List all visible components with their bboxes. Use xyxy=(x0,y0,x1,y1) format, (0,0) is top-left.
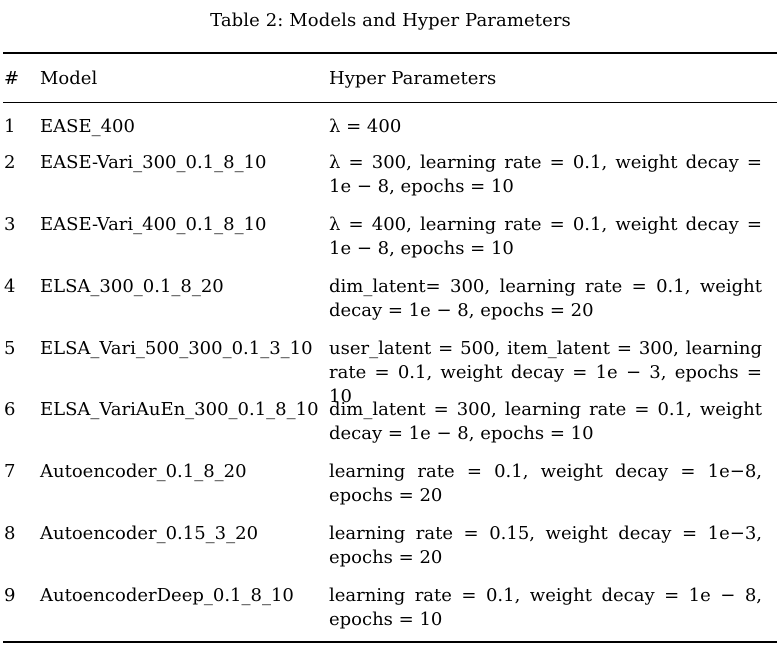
header-number: # xyxy=(4,68,20,89)
row-model: ELSA_300_0.1_8_20 xyxy=(40,276,224,297)
row-number: 9 xyxy=(4,585,16,606)
row-hyper-parameters: λ = 400 xyxy=(329,116,402,137)
row-hyper-parameters: learning rate = 0.15, weight decay = 1e−… xyxy=(329,523,762,568)
row-hyper-parameters: dim_latent= 300, learning rate = 0.1, we… xyxy=(329,276,762,321)
table-caption: Table 2: Models and Hyper Parameters xyxy=(210,10,571,31)
row-number: 2 xyxy=(4,152,16,173)
row-hyper-parameters: user_latent = 500, item_latent = 300, le… xyxy=(329,338,762,407)
row-hyper-parameters: learning rate = 0.1, weight decay = 1e −… xyxy=(329,585,762,630)
row-number: 7 xyxy=(4,461,16,482)
header-model: Model xyxy=(40,68,98,89)
row-hyper-parameters: λ = 400, learning rate = 0.1, weight dec… xyxy=(329,214,762,259)
row-number: 8 xyxy=(4,523,16,544)
row-model: Autoencoder_0.1_8_20 xyxy=(40,461,247,482)
row-model: EASE-Vari_300_0.1_8_10 xyxy=(40,152,267,173)
header-hyper-parameters: Hyper Parameters xyxy=(329,68,497,89)
row-model: EASE-Vari_400_0.1_8_10 xyxy=(40,214,267,235)
top-rule xyxy=(3,52,777,54)
row-model: ELSA_Vari_500_300_0.1_3_10 xyxy=(40,338,313,359)
header-rule xyxy=(3,102,777,103)
row-hyper-parameters: dim_latent = 300, learning rate = 0.1, w… xyxy=(329,399,762,444)
bottom-rule xyxy=(3,641,777,643)
row-number: 6 xyxy=(4,399,16,420)
row-number: 5 xyxy=(4,338,16,359)
row-model: Autoencoder_0.15_3_20 xyxy=(40,523,259,544)
row-hyper-parameters: learning rate = 0.1, weight decay = 1e−8… xyxy=(329,461,762,506)
row-model: AutoencoderDeep_0.1_8_10 xyxy=(40,585,294,606)
row-hyper-parameters: λ = 300, learning rate = 0.1, weight dec… xyxy=(329,152,762,197)
row-number: 3 xyxy=(4,214,16,235)
row-model: ELSA_VariAuEn_300_0.1_8_10 xyxy=(40,399,319,420)
row-number: 1 xyxy=(4,116,16,137)
row-model: EASE_400 xyxy=(40,116,135,137)
row-number: 4 xyxy=(4,276,16,297)
